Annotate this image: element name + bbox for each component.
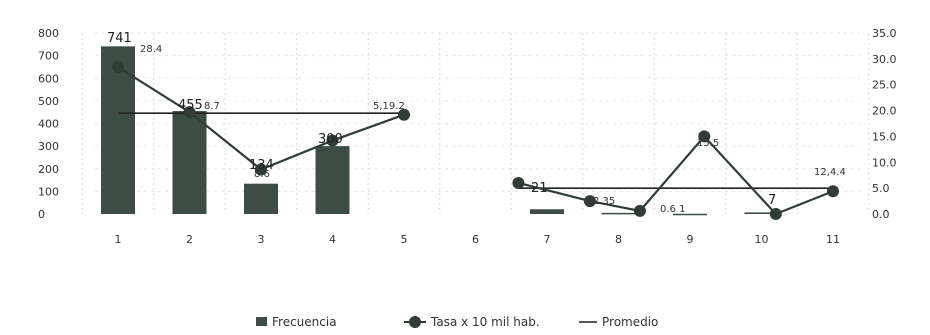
- rate-point: [512, 176, 525, 189]
- data-label: 7: [768, 193, 776, 208]
- data-label: 300: [318, 132, 343, 147]
- data-label: 8.6: [254, 169, 270, 180]
- data-label: 8.7: [204, 101, 220, 112]
- x-axis-tick-label: 4: [329, 233, 336, 246]
- rate-point: [769, 208, 782, 220]
- rate-point: [326, 134, 339, 147]
- rate-point: [398, 108, 410, 121]
- rate-line: [117, 66, 405, 171]
- right-axis-tick-label: 5.0: [872, 182, 890, 195]
- right-axis-tick-label: 30.0: [872, 53, 897, 66]
- data-label: 741: [107, 31, 132, 46]
- rate-line: [518, 134, 834, 216]
- bar: [244, 183, 278, 214]
- x-axis-tick-label: 7: [544, 233, 551, 246]
- data-label: 0.6 1: [660, 204, 685, 215]
- rate-point: [255, 163, 267, 176]
- x-axis-tick-label: 6: [472, 233, 479, 246]
- x-axis-tick-label: 9: [687, 233, 694, 246]
- left-axis-tick-label: 700: [38, 50, 59, 63]
- left-axis-tick-label: 200: [38, 163, 59, 176]
- data-label: 455: [178, 98, 203, 113]
- rate-series: [112, 61, 839, 220]
- legend-marker-tasa-dot: [409, 316, 421, 328]
- x-axis-tick-label: 10: [755, 233, 769, 246]
- right-axis-tick-label: 35.0: [872, 27, 897, 40]
- rate-point: [633, 204, 646, 217]
- rate-point: [583, 195, 596, 208]
- legend-label-frecuencia: Frecuencia: [272, 315, 337, 329]
- bar: [315, 146, 350, 214]
- left-axis-tick-label: 600: [38, 72, 59, 85]
- left-axis-tick-label: 100: [38, 185, 59, 198]
- x-axis: 1 2 3 4 5 6 7 8 9 10 11: [115, 233, 841, 246]
- data-label: 2.35: [593, 196, 615, 207]
- data-label: 12,4.4: [814, 167, 846, 178]
- bar: [172, 111, 207, 214]
- data-label: 15.5: [697, 138, 719, 149]
- bar-series: [101, 46, 779, 216]
- right-axis-tick-label: 0.0: [872, 208, 890, 221]
- legend-label-tasa: Tasa x 10 mil hab.: [430, 315, 540, 329]
- right-axis-tick-label: 25.0: [872, 79, 897, 92]
- x-axis-tick-label: 1: [115, 233, 122, 246]
- right-axis-tick-label: 15.0: [872, 130, 897, 143]
- rate-point: [827, 185, 839, 198]
- rate-point: [112, 61, 124, 74]
- left-axis-tick-label: 800: [38, 27, 59, 40]
- bar: [601, 212, 636, 215]
- right-axis-tick-label: 10.0: [872, 156, 897, 169]
- average-lines: [118, 112, 833, 189]
- x-axis-tick-label: 5: [401, 233, 408, 246]
- data-label: 134: [249, 158, 274, 173]
- legend: Frecuencia Tasa x 10 mil hab. Promedio: [256, 315, 658, 329]
- x-axis-tick-label: 2: [186, 233, 193, 246]
- left-axis-tick-label: 300: [38, 140, 59, 153]
- right-axis-tick-label: 20.0: [872, 105, 897, 118]
- left-axis-tick-label: 0: [38, 208, 45, 221]
- gridlines: [81, 32, 870, 214]
- bar: [673, 213, 707, 216]
- x-axis-tick-label: 8: [615, 233, 622, 246]
- x-axis-tick-label: 11: [826, 233, 840, 246]
- legend-label-promedio: Promedio: [602, 315, 658, 329]
- right-axis: 0.0 5.0 10.0 15.0 20.0 25.0 30.0 35.0: [872, 27, 897, 221]
- data-label: 28.4: [140, 44, 162, 55]
- data-label: 5,19.2: [373, 101, 405, 112]
- rate-point: [183, 106, 196, 119]
- left-axis-tick-label: 500: [38, 95, 59, 108]
- bar: [530, 209, 564, 214]
- rate-point: [698, 130, 711, 143]
- x-axis-tick-label: 3: [258, 233, 265, 246]
- left-axis-tick-label: 400: [38, 118, 59, 131]
- left-axis: 0 100 200 300 400 500 600 700 800: [38, 27, 59, 221]
- data-label: 21: [531, 181, 548, 196]
- bar: [744, 212, 779, 214]
- legend-marker-frecuencia: [256, 317, 267, 326]
